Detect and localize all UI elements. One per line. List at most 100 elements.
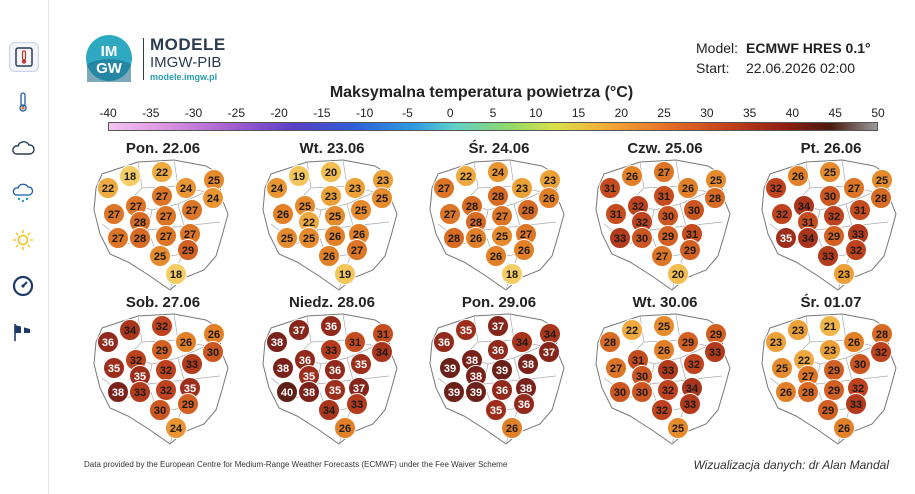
- station-circle: [272, 357, 294, 379]
- station-temperature: 28: [802, 387, 814, 399]
- station-temperature: 28: [470, 217, 482, 229]
- station-circle: [324, 225, 346, 247]
- station-marker: 27: [605, 357, 627, 379]
- station-temperature: 21: [824, 321, 836, 333]
- station-marker: 25: [371, 187, 393, 209]
- station-circle: [771, 203, 793, 225]
- station-circle: [181, 199, 203, 221]
- station-marker: 27: [797, 365, 819, 387]
- station-circle: [599, 177, 621, 199]
- station-marker: 32: [657, 379, 679, 401]
- station-circle: [491, 379, 513, 401]
- station-circle: [667, 263, 689, 285]
- station-marker: 25: [298, 227, 320, 249]
- sidebar-item-thermometer[interactable]: [9, 88, 37, 116]
- sun-icon: [13, 230, 33, 250]
- station-circle: [817, 245, 839, 267]
- station-temperature: 32: [688, 359, 700, 371]
- station-marker: 34: [119, 319, 141, 341]
- station-temperature: 29: [684, 245, 696, 257]
- sidebar-item-cloud[interactable]: [9, 134, 37, 162]
- station-marker: 27: [491, 205, 513, 227]
- station-temperature: 24: [492, 167, 505, 179]
- imgw-logo: IM GW: [86, 35, 132, 82]
- station-marker: 26: [175, 331, 197, 353]
- station-temperature: 39: [448, 387, 460, 399]
- station-marker: 29: [679, 239, 701, 261]
- map-title: Maksymalna temperatura powietrza (°C): [329, 84, 634, 101]
- station-temperature: 25: [299, 201, 311, 213]
- station-marker: 27: [515, 223, 537, 245]
- station-marker: 35: [103, 357, 125, 379]
- station-temperature: 36: [496, 385, 508, 397]
- station-marker: 29: [817, 399, 839, 421]
- station-marker: 26: [653, 339, 675, 361]
- station-marker: 30: [683, 199, 705, 221]
- station-circle: [272, 203, 294, 225]
- sidebar-item-sun[interactable]: [9, 226, 37, 254]
- brand-divider: [143, 38, 144, 80]
- day-label: Śr. 24.06: [468, 140, 530, 157]
- scale-tick-label: 35: [742, 106, 757, 120]
- sidebar-item-rain[interactable]: [9, 180, 37, 208]
- station-circle: [129, 381, 151, 403]
- station-temperature: 27: [112, 233, 124, 245]
- station-marker: 30: [149, 399, 171, 421]
- station-temperature: 38: [520, 383, 532, 395]
- station-circle: [538, 187, 560, 209]
- day-label: Czw. 25.06: [627, 140, 703, 157]
- station-marker: 26: [538, 187, 560, 209]
- station-marker: 35: [455, 319, 477, 341]
- brand-url[interactable]: modele.imgw.pl: [150, 72, 218, 82]
- station-temperature: 29: [156, 345, 168, 357]
- station-temperature: 22: [626, 325, 638, 337]
- station-temperature: 31: [632, 355, 644, 367]
- station-marker: 18: [501, 263, 523, 285]
- day-label: Śr. 01.07: [800, 294, 862, 311]
- station-marker: 32: [683, 353, 705, 375]
- station-temperature: 18: [506, 269, 518, 281]
- station-marker: 32: [155, 359, 177, 381]
- station-marker: 26: [334, 417, 356, 439]
- station-marker: 33: [704, 341, 726, 363]
- scale-tick-label: 45: [828, 106, 842, 120]
- station-temperature: 28: [604, 337, 616, 349]
- station-temperature: 32: [160, 365, 172, 377]
- station-circle: [609, 381, 631, 403]
- sidebar-item-wind[interactable]: [9, 318, 37, 346]
- brand-name: MODELE: [150, 35, 226, 54]
- station-marker: 36: [487, 339, 509, 361]
- sidebar-item-temperature-active[interactable]: [9, 42, 39, 72]
- station-temperature: 34: [802, 233, 815, 245]
- station-marker: 29: [823, 379, 845, 401]
- station-temperature: 28: [709, 193, 721, 205]
- station-marker: 33: [847, 223, 869, 245]
- station-marker: 27: [439, 203, 461, 225]
- station-marker: 26: [833, 417, 855, 439]
- station-temperature: 27: [658, 167, 670, 179]
- station-circle: [843, 177, 865, 199]
- station-marker: 30: [819, 185, 841, 207]
- station-circle: [605, 357, 627, 379]
- color-scale-bar: [108, 122, 878, 131]
- station-temperature: 32: [852, 383, 864, 395]
- station-temperature: 37: [492, 321, 504, 333]
- scale-tick-label: -20: [270, 106, 288, 120]
- station-circle: [288, 165, 310, 187]
- station-temperature: 35: [780, 233, 792, 245]
- station-circle: [511, 177, 533, 199]
- station-temperature: 24: [180, 183, 193, 195]
- station-temperature: 30: [636, 387, 648, 399]
- station-circle: [679, 239, 701, 261]
- station-temperature: 33: [709, 347, 721, 359]
- station-temperature: 23: [516, 183, 528, 195]
- station-marker: 37: [487, 315, 509, 337]
- station-marker: 35: [485, 399, 507, 421]
- station-temperature: 19: [293, 171, 305, 183]
- day-label: Pon. 22.06: [125, 140, 201, 157]
- station-temperature: 35: [460, 325, 472, 337]
- station-circle: [679, 393, 701, 415]
- sidebar-item-pressure[interactable]: [9, 272, 37, 300]
- station-circle: [371, 187, 393, 209]
